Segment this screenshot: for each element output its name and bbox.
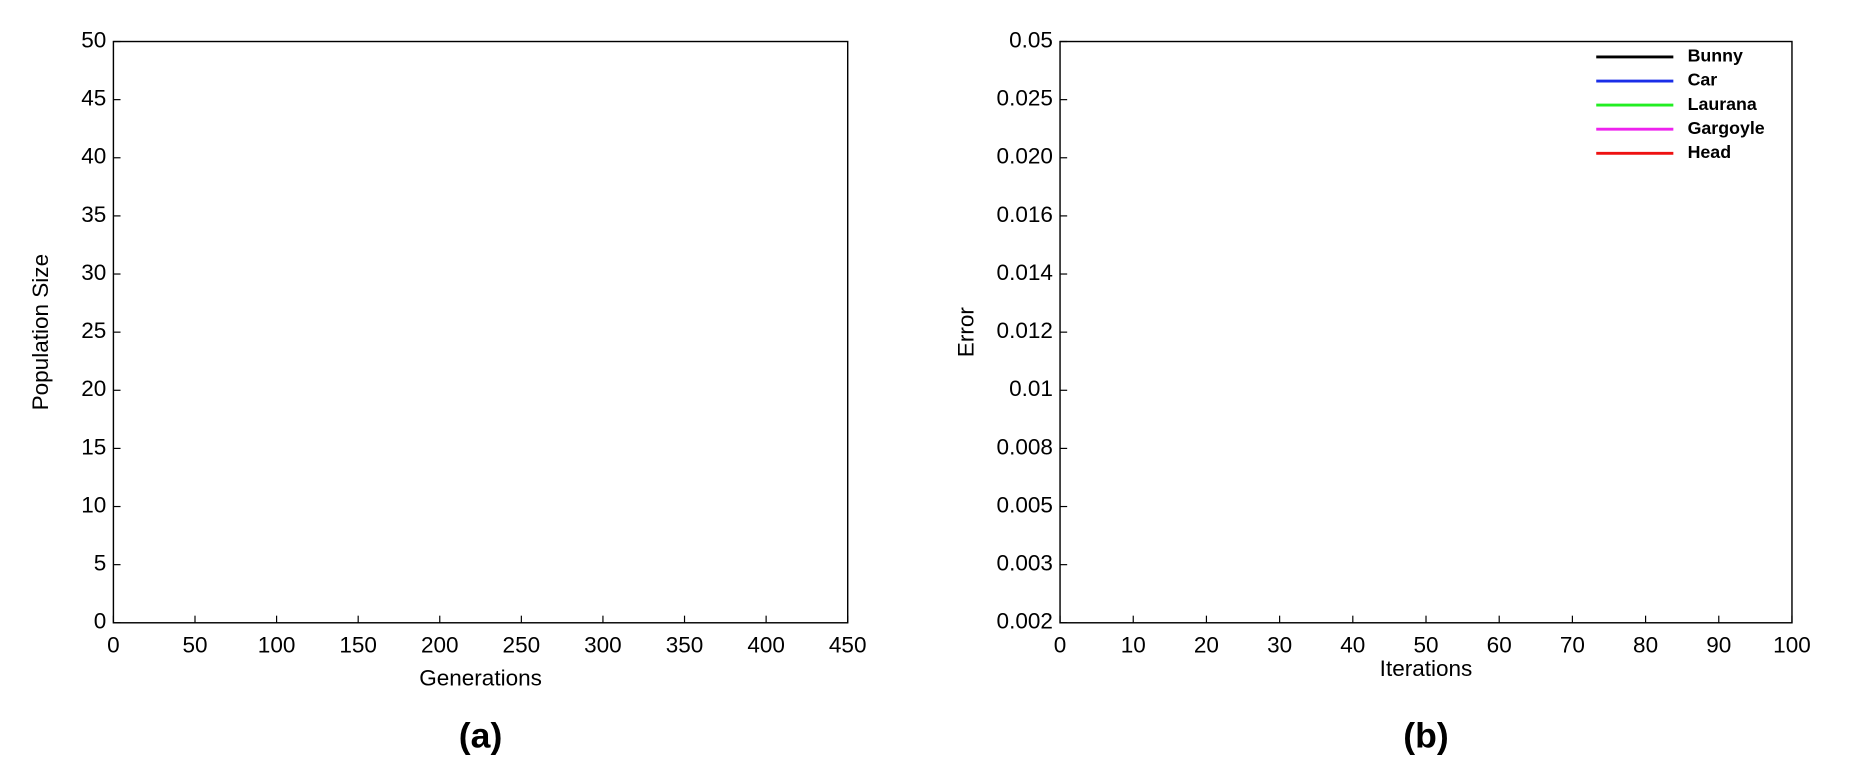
y-tick-label: 15 — [81, 434, 106, 459]
x-tick-label: 10 — [1121, 632, 1146, 657]
y-axis-label: Population Size — [28, 254, 53, 410]
x-tick-label: 400 — [747, 632, 785, 657]
x-tick-label: 20 — [1194, 632, 1219, 657]
plot-frame — [112, 40, 849, 624]
y-tick-label: 0.025 — [997, 86, 1053, 111]
y-tick-label: 35 — [81, 202, 106, 227]
y-tick-label: 0.008 — [997, 434, 1053, 459]
y-tick-label: 0.002 — [997, 609, 1053, 634]
x-tick-label: 100 — [1773, 632, 1811, 657]
x-tick-label: 70 — [1560, 632, 1585, 657]
y-tick-label: 45 — [81, 86, 106, 111]
legend-label: Bunny — [1688, 46, 1743, 66]
y-tick-label: 5 — [94, 551, 107, 576]
x-tick-label: 300 — [584, 632, 622, 657]
legend-label: Gargoyle — [1688, 118, 1765, 138]
y-tick-label: 0.003 — [997, 551, 1053, 576]
legend-label: Laurana — [1688, 94, 1757, 114]
y-tick-label: 10 — [81, 492, 106, 517]
x-tick-label: 100 — [258, 632, 296, 657]
y-tick-label: 0.014 — [997, 260, 1053, 285]
y-tick-label: 0.005 — [997, 492, 1053, 517]
panel-caption: (b) — [1403, 715, 1448, 755]
x-tick-label: 200 — [421, 632, 459, 657]
x-tick-label: 150 — [339, 632, 377, 657]
y-tick-label: 0.01 — [1009, 376, 1053, 401]
x-tick-label: 30 — [1267, 632, 1292, 657]
y-tick-label: 50 — [81, 27, 106, 52]
y-tick-label: 0 — [94, 609, 107, 634]
y-tick-label: 0.020 — [997, 144, 1053, 169]
x-tick-label: 40 — [1340, 632, 1365, 657]
x-tick-label: 90 — [1706, 632, 1731, 657]
y-tick-label: 40 — [81, 144, 106, 169]
x-tick-label: 0 — [1054, 632, 1067, 657]
y-tick-label: 25 — [81, 318, 106, 343]
x-tick-label: 0 — [107, 632, 120, 657]
legend-label: Head — [1688, 142, 1731, 162]
x-tick-label: 50 — [1413, 632, 1438, 657]
x-tick-label: 50 — [182, 632, 207, 657]
plot-frame — [1059, 40, 1793, 624]
y-tick-label: 0.016 — [997, 202, 1053, 227]
x-tick-label: 80 — [1633, 632, 1658, 657]
panel-caption: (a) — [459, 715, 502, 755]
y-tick-label: 0.012 — [997, 318, 1053, 343]
x-axis-label: Generations — [419, 666, 542, 691]
x-tick-label: 450 — [829, 632, 867, 657]
y-tick-label: 0.05 — [1009, 27, 1053, 52]
x-tick-label: 250 — [503, 632, 541, 657]
legend-label: Car — [1688, 70, 1718, 90]
y-axis-label: Error — [953, 307, 978, 358]
y-tick-label: 20 — [81, 376, 106, 401]
y-tick-label: 30 — [81, 260, 106, 285]
x-axis-label: Iterations — [1380, 656, 1473, 681]
x-tick-label: 60 — [1487, 632, 1512, 657]
x-tick-label: 350 — [666, 632, 704, 657]
